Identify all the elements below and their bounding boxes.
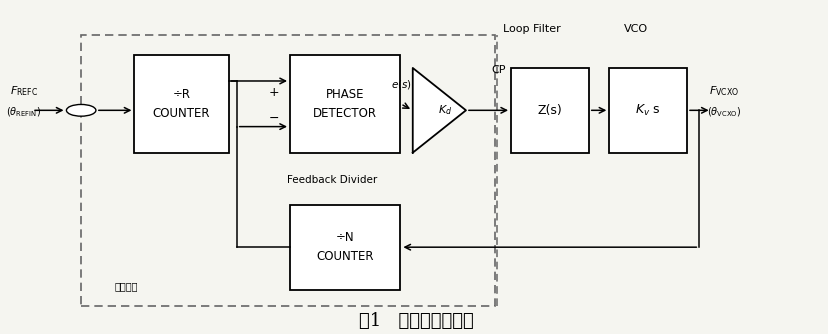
Bar [290,205,400,290]
Bar [81,35,494,306]
Text: CP: CP [491,64,505,74]
Bar [134,55,229,153]
Text: ÷R
COUNTER: ÷R COUNTER [152,88,210,120]
Text: 频率合器: 频率合器 [114,281,137,291]
Text: $F_{\mathrm{VCXO}}$: $F_{\mathrm{VCXO}}$ [708,84,738,98]
Text: 图1   锁相环基本模型: 图1 锁相环基本模型 [359,312,474,330]
Text: ($\theta_{\mathrm{REFIN}}$): ($\theta_{\mathrm{REFIN}}$) [7,105,41,119]
Text: Z(s): Z(s) [537,104,561,117]
Text: $e(s)$: $e(s)$ [390,78,412,91]
Text: $K_v$ s: $K_v$ s [634,103,660,118]
Text: VCO: VCO [623,24,647,34]
Text: $F_{\mathrm{REFC}}$: $F_{\mathrm{REFC}}$ [10,84,38,98]
Text: Feedback Divider: Feedback Divider [287,175,378,185]
Bar [609,68,686,153]
Bar [290,55,400,153]
Polygon shape [412,68,465,153]
Text: Loop Filter: Loop Filter [502,24,560,34]
Text: $K_d$: $K_d$ [438,104,452,117]
Circle shape [66,105,96,116]
Text: PHASE
DETECTOR: PHASE DETECTOR [313,88,377,120]
Text: ($\theta_{\mathrm{VCXO}}$): ($\theta_{\mathrm{VCXO}}$) [705,105,740,119]
Text: +: + [269,86,279,99]
Text: ÷N
COUNTER: ÷N COUNTER [316,231,373,263]
Text: −: − [269,112,279,125]
Bar [510,68,588,153]
